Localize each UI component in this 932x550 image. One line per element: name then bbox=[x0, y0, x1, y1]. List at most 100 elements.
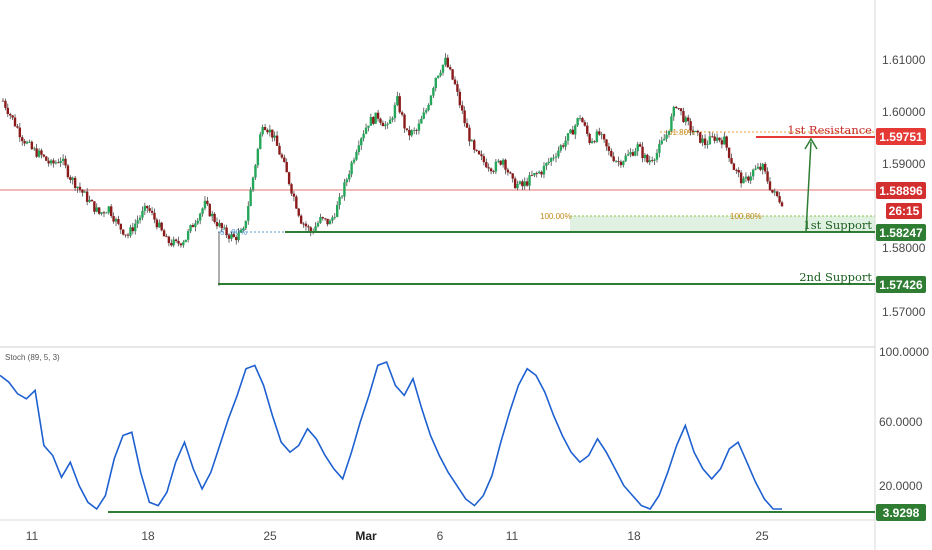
candle-body bbox=[309, 227, 312, 233]
candle-body bbox=[256, 148, 260, 166]
candle-body bbox=[622, 161, 625, 166]
candle-body bbox=[732, 163, 736, 170]
candle-body bbox=[316, 222, 320, 227]
candle-body bbox=[107, 206, 110, 213]
candle-body bbox=[235, 237, 238, 241]
candle-body bbox=[273, 135, 276, 138]
candle-body bbox=[771, 189, 774, 193]
candle-body bbox=[691, 130, 695, 132]
candle-body bbox=[749, 176, 752, 181]
candle-body bbox=[629, 152, 632, 155]
candle-body bbox=[88, 199, 91, 202]
candle-body bbox=[754, 168, 757, 170]
candle-body bbox=[763, 163, 767, 172]
candle-body bbox=[586, 125, 589, 134]
candle-body bbox=[23, 141, 26, 144]
candle-body bbox=[28, 141, 31, 143]
candle-body bbox=[314, 226, 317, 232]
candle-body bbox=[420, 118, 423, 124]
candle-body bbox=[109, 206, 113, 217]
candle-body bbox=[302, 223, 305, 225]
candle-body bbox=[626, 154, 630, 156]
candle-body bbox=[239, 230, 243, 233]
first-resistance-badge bbox=[876, 128, 926, 145]
candle-body bbox=[369, 116, 373, 126]
candle-body bbox=[299, 215, 303, 224]
time-axis: 11 18 25 Mar 6 11 18 25 bbox=[26, 529, 769, 543]
candle-body bbox=[230, 234, 233, 239]
candle-body bbox=[530, 175, 534, 176]
candle-body bbox=[756, 166, 760, 169]
candle-body bbox=[13, 117, 17, 127]
stochastic-value-badge bbox=[876, 504, 926, 521]
candle-body bbox=[220, 223, 223, 229]
candle-body bbox=[535, 173, 538, 174]
first-support-label: 1st Support bbox=[803, 218, 872, 232]
candle-body bbox=[417, 123, 421, 131]
candle-body bbox=[61, 158, 65, 162]
candle-body bbox=[18, 127, 22, 138]
candle-body bbox=[516, 183, 519, 189]
candle-body bbox=[16, 126, 19, 128]
candle-body bbox=[436, 75, 440, 78]
candle-body bbox=[117, 219, 120, 224]
candle-body bbox=[513, 178, 517, 189]
candle-body bbox=[747, 176, 750, 181]
candle-body bbox=[146, 205, 149, 209]
candle-body bbox=[25, 141, 29, 144]
candle-body bbox=[537, 171, 541, 174]
candle-body bbox=[90, 199, 94, 202]
candle-body bbox=[533, 173, 536, 176]
candle-body bbox=[665, 134, 668, 139]
candle-body bbox=[415, 130, 418, 131]
candle-body bbox=[66, 165, 70, 178]
candle-body bbox=[468, 127, 471, 142]
candle-body bbox=[134, 223, 137, 232]
candle-body bbox=[343, 182, 346, 197]
candle-body bbox=[249, 189, 252, 207]
candle-body bbox=[177, 241, 180, 244]
candle-body bbox=[735, 169, 738, 171]
candle-body bbox=[677, 107, 680, 109]
candle-body bbox=[45, 156, 48, 161]
candle-body bbox=[720, 140, 724, 145]
candle-body bbox=[263, 127, 267, 131]
candle-body bbox=[699, 132, 702, 143]
x-tick-6: 11 bbox=[506, 529, 519, 543]
candle-body bbox=[9, 114, 12, 116]
candle-body bbox=[266, 130, 269, 133]
candle-body bbox=[602, 134, 606, 140]
candle-body bbox=[179, 243, 183, 246]
candle-body bbox=[162, 230, 166, 237]
candle-body bbox=[605, 139, 608, 147]
candle-body bbox=[590, 141, 594, 144]
candles bbox=[1, 53, 784, 286]
candle-body bbox=[232, 234, 236, 238]
candle-body bbox=[494, 161, 498, 172]
candle-body bbox=[571, 129, 575, 135]
candle-body bbox=[198, 213, 202, 221]
candle-body bbox=[598, 131, 601, 135]
candle-body bbox=[364, 127, 368, 134]
candle-body bbox=[331, 217, 334, 221]
x-tick-4: Mar bbox=[355, 529, 377, 543]
candle-body bbox=[319, 217, 322, 223]
candle-body bbox=[398, 96, 401, 113]
candle-body bbox=[696, 130, 700, 133]
candle-body bbox=[509, 172, 512, 174]
candle-body bbox=[355, 152, 358, 160]
candle-body bbox=[463, 110, 466, 124]
candle-body bbox=[542, 165, 546, 175]
candle-body bbox=[679, 108, 683, 112]
candle-body bbox=[201, 208, 204, 214]
candle-body bbox=[153, 212, 156, 220]
candle-body bbox=[21, 137, 24, 142]
candle-body bbox=[203, 200, 207, 209]
stochastic-title: Stoch (89, 5, 3) bbox=[5, 353, 60, 362]
y-tick-1: 1.61000 bbox=[882, 53, 926, 67]
candle-body bbox=[607, 146, 611, 151]
candle-body bbox=[376, 112, 380, 119]
candle-body bbox=[523, 181, 526, 187]
candle-body bbox=[357, 145, 361, 153]
